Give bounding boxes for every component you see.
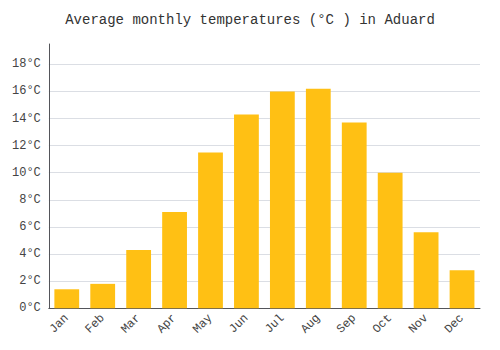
svg-text:10°C: 10°C bbox=[12, 166, 41, 180]
svg-text:6°C: 6°C bbox=[19, 220, 41, 234]
svg-text:0°C: 0°C bbox=[19, 301, 41, 315]
svg-text:12°C: 12°C bbox=[12, 139, 41, 153]
svg-text:Mar: Mar bbox=[118, 311, 143, 336]
svg-text:16°C: 16°C bbox=[12, 84, 41, 98]
svg-text:Average monthly temperatures (: Average monthly temperatures (°C ) in Ad… bbox=[65, 12, 435, 28]
svg-text:8°C: 8°C bbox=[19, 193, 41, 207]
svg-text:May: May bbox=[190, 311, 215, 336]
svg-text:Jul: Jul bbox=[262, 311, 287, 336]
svg-text:14°C: 14°C bbox=[12, 112, 41, 126]
svg-text:Dec: Dec bbox=[442, 311, 467, 336]
svg-text:4°C: 4°C bbox=[19, 247, 41, 261]
svg-text:Sep: Sep bbox=[334, 311, 359, 336]
svg-text:Nov: Nov bbox=[406, 311, 431, 336]
svg-text:Oct: Oct bbox=[370, 311, 395, 336]
svg-text:2°C: 2°C bbox=[19, 274, 41, 288]
svg-text:18°C: 18°C bbox=[12, 57, 41, 71]
svg-text:Apr: Apr bbox=[154, 311, 179, 336]
svg-text:Jun: Jun bbox=[226, 311, 251, 336]
svg-text:Aug: Aug bbox=[298, 311, 323, 336]
svg-text:Jan: Jan bbox=[47, 311, 72, 336]
svg-text:Feb: Feb bbox=[82, 311, 107, 336]
